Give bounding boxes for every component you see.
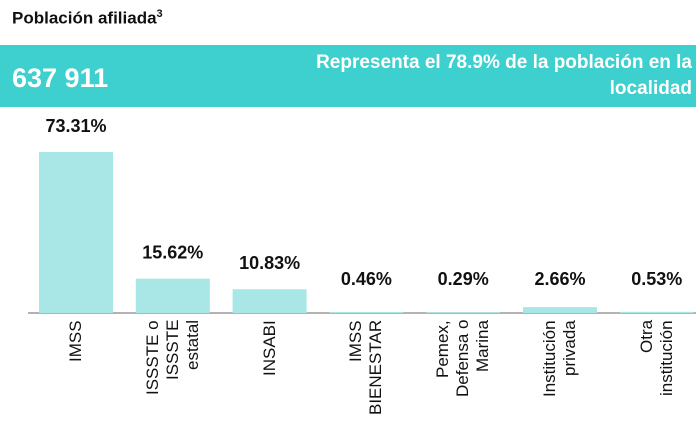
category-label: Otra institución (636, 320, 676, 396)
value-label: 2.66% (534, 269, 585, 289)
value-label: 0.46% (341, 269, 392, 289)
bar (523, 307, 597, 313)
title: Población afiliada3 (12, 8, 163, 29)
category-label: ISSSTE o ISSSTE estatal (142, 320, 202, 395)
value-label: 15.62% (142, 243, 203, 263)
total: 637 911 (12, 63, 109, 93)
bar (329, 311, 404, 313)
bar (232, 289, 307, 313)
category-label: INSABI (259, 320, 279, 376)
value-label: 0.53% (631, 269, 682, 289)
title-superscript: 3 (156, 8, 163, 20)
bar (135, 278, 210, 313)
category-label: IMSS (66, 320, 85, 362)
bar (619, 311, 694, 313)
category-label: Institución privada (540, 320, 579, 397)
value-label: 73.31% (45, 116, 106, 136)
banner: 637 911 Representa el 78.9% de la poblac… (0, 45, 696, 107)
bar (39, 152, 113, 313)
bar (426, 312, 501, 313)
value-label: 0.29% (438, 269, 489, 289)
category-label: Pemex, Defensa o Marina (433, 320, 493, 398)
note: Representa el 78.9% de la población en l… (316, 52, 692, 99)
value-label: 10.83% (239, 253, 300, 273)
title-text: Población afiliada (12, 8, 157, 28)
category-label: IMSS BIENESTAR (346, 320, 386, 416)
